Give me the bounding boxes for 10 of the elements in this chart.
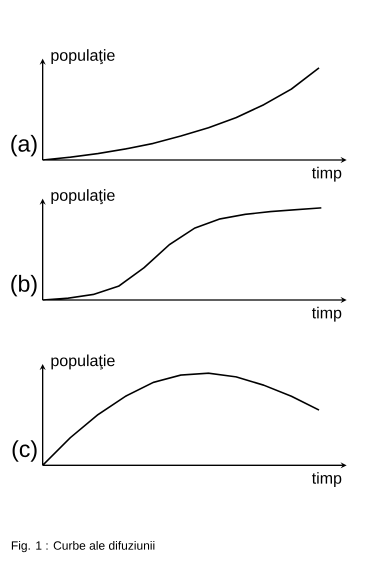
y-axis-title: populaţie [51,354,115,370]
text: (b) [11,274,37,296]
caption: Fig. 1 : Curbe ale difuziunii [12,540,154,552]
y-axis-title: populaţie [51,49,115,64]
text: (c) [12,440,37,462]
text: (a) [11,134,37,156]
y-axis-title: populaţie [51,189,115,204]
x-axis-title: timp [312,472,342,487]
x-axis-title: timp [312,306,342,322]
x-axis-title: timp [312,166,342,182]
